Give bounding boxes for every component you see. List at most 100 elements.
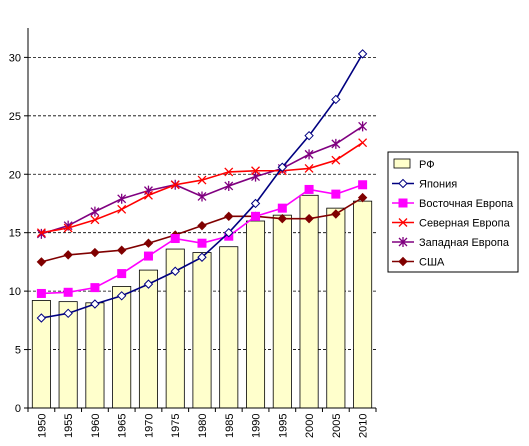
point xyxy=(36,228,46,239)
x-tick-label: 2000 xyxy=(304,414,316,438)
axes xyxy=(24,28,377,412)
point xyxy=(331,138,341,149)
x-tick-label: 1975 xyxy=(170,414,182,438)
point xyxy=(398,178,408,189)
point xyxy=(116,245,127,255)
x-tick-labels: 1950 1955 1960 1965 1970 1975 1980 1985 1990 1995… xyxy=(36,414,369,438)
point xyxy=(277,213,288,224)
bar xyxy=(192,252,212,409)
bar xyxy=(112,286,132,409)
series-США xyxy=(36,192,368,267)
bar xyxy=(138,269,158,409)
legend-item: Япония xyxy=(392,179,457,191)
point xyxy=(197,191,207,202)
bar xyxy=(299,194,319,409)
point xyxy=(304,130,314,141)
point xyxy=(143,251,153,261)
y-tick-label: 30 xyxy=(9,52,21,64)
point xyxy=(398,237,408,247)
point xyxy=(197,252,207,262)
legend-swatch xyxy=(393,158,411,169)
point xyxy=(170,180,180,190)
legend: РФ Япония Восточная Европа Северная Европа З… xyxy=(387,151,519,273)
point xyxy=(143,279,154,289)
x-tick-label: 2010 xyxy=(358,414,370,438)
x-tick-label: 1960 xyxy=(90,414,102,438)
series-Восточная Европа xyxy=(36,180,368,298)
point xyxy=(251,166,260,176)
point xyxy=(304,213,314,224)
series-Япония xyxy=(36,49,368,323)
point xyxy=(224,180,234,191)
point xyxy=(331,155,341,165)
point xyxy=(144,190,153,200)
line-series xyxy=(36,49,368,323)
legend-label: Япония xyxy=(419,179,457,191)
legend-item: Западная Европа xyxy=(392,237,510,249)
point xyxy=(117,269,127,279)
point xyxy=(277,162,288,172)
point xyxy=(398,256,408,267)
series-Северная Европа xyxy=(36,138,368,238)
point xyxy=(197,220,207,231)
point xyxy=(63,287,73,297)
point xyxy=(63,308,73,319)
x-tick-label: 1995 xyxy=(277,414,289,438)
point xyxy=(331,94,341,105)
bar xyxy=(326,207,346,409)
bar xyxy=(85,302,105,409)
point xyxy=(357,192,368,203)
legend-label: Западная Европа xyxy=(419,237,510,249)
point xyxy=(358,180,368,190)
point xyxy=(197,175,207,185)
y-tick-label: 25 xyxy=(9,111,21,123)
legend-label: РФ xyxy=(419,159,435,171)
point xyxy=(224,167,234,177)
y-tick-label: 10 xyxy=(9,286,21,298)
x-tick-label: 1970 xyxy=(143,414,155,438)
bar xyxy=(219,246,239,409)
x-tick-label: 1955 xyxy=(63,414,75,438)
point xyxy=(224,227,234,238)
legend-item: США xyxy=(392,257,445,269)
point xyxy=(197,238,207,248)
point xyxy=(63,250,73,260)
point xyxy=(224,211,234,222)
legend-item: Восточная Европа xyxy=(392,198,514,210)
legend-label: Северная Европа xyxy=(419,218,511,230)
point xyxy=(117,193,127,204)
point xyxy=(143,238,154,248)
point xyxy=(90,299,100,309)
point xyxy=(116,291,127,301)
y-tick-label: 15 xyxy=(9,228,21,240)
bar-series xyxy=(31,194,373,409)
point xyxy=(250,198,261,209)
x-tick-label: 1985 xyxy=(224,414,236,438)
point xyxy=(90,206,100,217)
point xyxy=(331,189,341,199)
legend-item: РФ xyxy=(393,158,435,171)
point xyxy=(358,138,368,148)
point xyxy=(63,223,73,233)
point xyxy=(90,215,100,225)
legend-item: Северная Европа xyxy=(392,218,511,230)
point xyxy=(170,266,180,276)
point xyxy=(304,163,314,173)
point xyxy=(36,288,46,298)
point xyxy=(357,49,368,59)
y-tick-label: 5 xyxy=(15,345,21,357)
point xyxy=(36,257,47,267)
x-tick-label: 1990 xyxy=(251,414,263,438)
point xyxy=(304,184,314,194)
y-tick-labels: 0 5 10 15 20 25 30 xyxy=(9,52,21,415)
x-tick-label: 1950 xyxy=(36,414,48,438)
point xyxy=(36,313,47,323)
x-tick-label: 1980 xyxy=(197,414,209,438)
point xyxy=(90,283,100,293)
legend-box xyxy=(387,151,519,273)
point xyxy=(304,149,314,160)
point xyxy=(170,234,180,244)
point xyxy=(398,198,408,208)
point xyxy=(90,247,100,258)
